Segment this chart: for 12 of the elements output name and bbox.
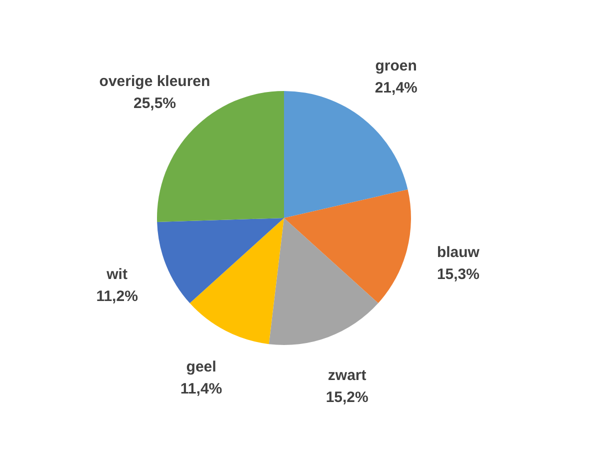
slice-label: zwart [328,367,366,384]
data-label: 15,3% [436,266,480,283]
data-label: 11,2% [96,288,138,305]
data-label: 25,5% [133,95,176,112]
slice-label: wit [106,266,128,283]
data-label: 21,4% [374,80,418,97]
slice-label: blauw [436,244,480,261]
data-label: 15,2% [326,389,368,406]
data-label: 11,4% [180,380,222,398]
slice-label: geel [186,358,216,376]
slice-label: overige kleuren [99,73,210,90]
slice-label: groen [375,58,417,75]
